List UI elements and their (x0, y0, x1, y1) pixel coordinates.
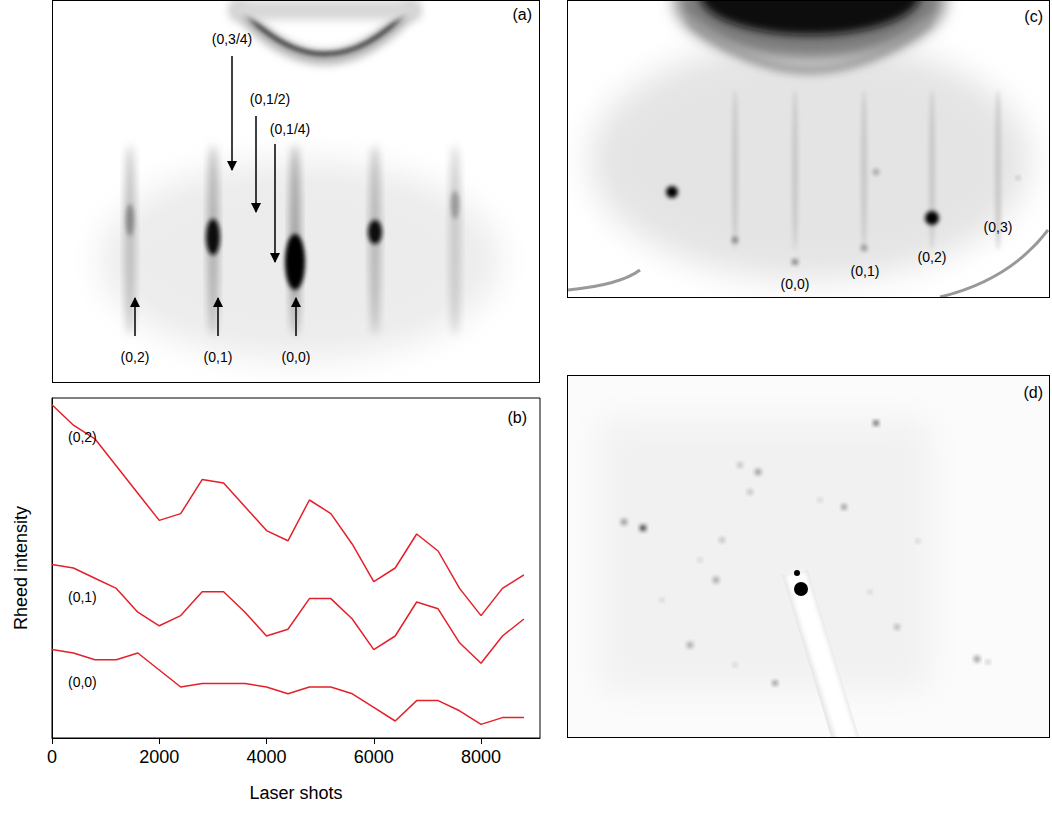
svg-text:(c): (c) (1024, 8, 1043, 25)
svg-text:(0,0): (0,0) (781, 276, 810, 292)
svg-text:2000: 2000 (139, 747, 179, 767)
svg-text:(a): (a) (512, 6, 532, 23)
svg-text:Laser shots: Laser shots (249, 783, 342, 803)
svg-text:(0,0): (0,0) (68, 674, 97, 690)
svg-text:(0,2): (0,2) (68, 429, 97, 445)
svg-text:(0,1/2): (0,1/2) (250, 91, 290, 107)
svg-text:(0,2): (0,2) (918, 249, 947, 265)
svg-text:(0,1): (0,1) (204, 349, 233, 365)
svg-text:4000: 4000 (246, 747, 286, 767)
svg-text:(b): (b) (507, 409, 527, 426)
svg-text:(d): (d) (1023, 384, 1043, 401)
svg-text:(0,2): (0,2) (121, 349, 150, 365)
svg-text:0: 0 (47, 747, 57, 767)
svg-text:(0,1): (0,1) (68, 589, 97, 605)
svg-text:(0,1/4): (0,1/4) (270, 121, 310, 137)
svg-text:Rheed intensity: Rheed intensity (11, 506, 31, 630)
svg-text:(0,0): (0,0) (282, 349, 311, 365)
svg-text:8000: 8000 (461, 747, 501, 767)
svg-text:6000: 6000 (354, 747, 394, 767)
svg-text:(0,3/4): (0,3/4) (212, 31, 252, 47)
svg-text:(0,3): (0,3) (984, 219, 1013, 235)
svg-text:(0,1): (0,1) (851, 263, 880, 279)
